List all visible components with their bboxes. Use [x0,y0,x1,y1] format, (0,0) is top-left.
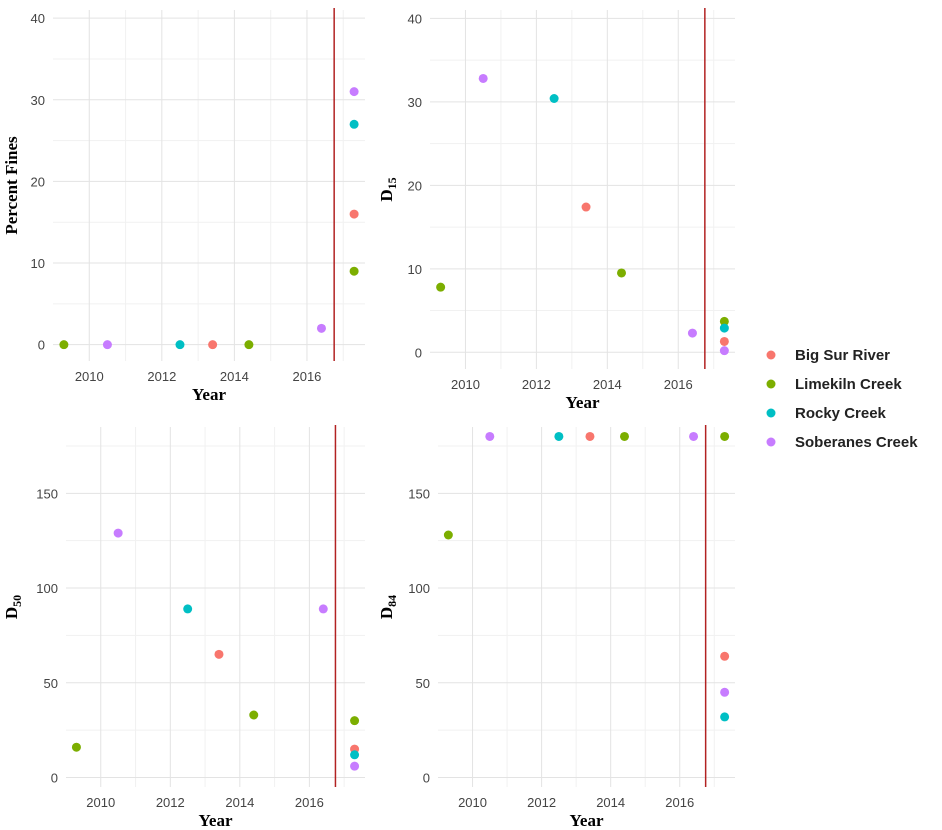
y-tick-label: 40 [31,11,45,26]
legend-label: Rocky Creek [795,405,887,422]
x-tick-label: 2014 [225,795,254,810]
y-axis-title: Percent Fines [2,136,21,235]
data-point [549,93,559,103]
data-point [443,530,453,540]
y-tick-label: 100 [36,581,58,596]
y-tick-label: 0 [51,771,58,786]
data-point [585,431,595,441]
data-point [350,761,360,771]
x-tick-label: 2010 [458,795,487,810]
y-tick-label: 50 [44,676,58,691]
y-tick-label: 0 [423,771,430,786]
x-axis-title: Year [199,811,233,830]
data-point [689,431,699,441]
y-tick-label: 20 [31,174,45,189]
data-point [720,712,730,722]
y-tick-label: 150 [36,486,58,501]
x-axis-title: Year [192,385,226,404]
legend-marker [766,379,776,389]
y-tick-label: 0 [415,345,422,360]
data-point [719,346,729,356]
data-point [554,431,564,441]
y-tick-label: 10 [408,262,422,277]
y-axis-title: D50 [2,595,24,619]
chart-panel-2: 2010 2012 2014 2016 0 10 20 30 40 Year D15 [377,8,735,412]
legend-label: Limekiln Creek [795,376,902,393]
y-axis-title: D84 [377,595,399,619]
data-point [720,687,730,697]
y-tick-label: 100 [408,581,430,596]
data-point [183,604,193,614]
x-tick-label: 2016 [665,795,694,810]
data-point [619,431,629,441]
data-point [436,282,446,292]
data-point [687,328,697,338]
y-tick-label: 30 [408,95,422,110]
legend: Big Sur River Limekiln Creek Rocky Creek So… [766,347,918,451]
data-point [208,340,218,350]
chart-panel-4: 2010 2012 2014 2016 0 50 100 150 Year D84 [377,425,735,830]
data-point [349,119,359,129]
data-point [71,742,81,752]
data-point [581,202,591,212]
x-tick-label: 2014 [593,377,622,392]
data-point [719,316,729,326]
x-tick-label: 2012 [527,795,556,810]
legend-label: Big Sur River [795,347,890,364]
chart-panel-3: 2010 2012 2014 2016 0 50 100 150 Year D50 [2,425,365,830]
x-tick-label: 2010 [86,795,115,810]
y-axis-title: D15 [377,177,399,201]
data-point [318,604,328,614]
data-point [485,431,495,441]
legend-label: Soberanes Creek [795,434,918,451]
data-point [350,716,360,726]
x-tick-label: 2014 [220,369,249,384]
x-tick-label: 2014 [596,795,625,810]
data-point [349,87,359,97]
y-tick-label: 30 [31,93,45,108]
data-point [720,651,730,661]
x-tick-label: 2016 [295,795,324,810]
x-axis-title: Year [570,811,604,830]
data-point [214,649,224,659]
data-point [350,750,360,760]
data-point [316,323,326,333]
chart-panel-1: 2010 2012 2014 2016 0 10 20 30 40 Year Percent Fin… [2,8,365,404]
data-point [102,340,112,350]
data-point [720,431,730,441]
legend-marker [766,350,776,360]
x-tick-label: 2012 [147,369,176,384]
y-tick-label: 0 [38,338,45,353]
y-tick-label: 20 [408,178,422,193]
legend-marker [766,437,776,447]
x-tick-label: 2010 [451,377,480,392]
y-tick-label: 40 [408,11,422,26]
data-point [349,209,359,219]
y-tick-label: 50 [416,676,430,691]
data-point [349,266,359,276]
data-point [617,268,627,278]
y-tick-label: 10 [31,256,45,271]
data-point [59,340,69,350]
x-tick-label: 2012 [522,377,551,392]
data-point [719,336,729,346]
data-point [244,340,254,350]
data-point [719,323,729,333]
x-tick-label: 2016 [292,369,321,384]
data-point [249,710,259,720]
legend-marker [766,408,776,418]
x-axis-title: Year [566,393,600,412]
x-tick-label: 2012 [156,795,185,810]
data-point [478,73,488,83]
x-tick-label: 2016 [664,377,693,392]
x-tick-label: 2010 [75,369,104,384]
data-point [113,528,123,538]
data-point [175,340,185,350]
y-tick-label: 150 [408,486,430,501]
